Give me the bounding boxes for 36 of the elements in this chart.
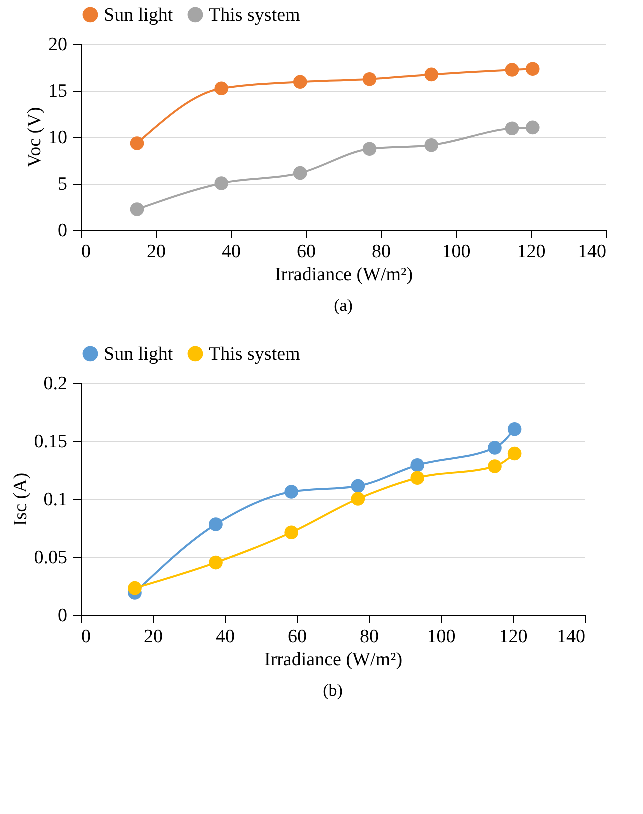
y-axis-title: Voc (V) <box>24 107 46 168</box>
legend-label: This system <box>209 344 301 365</box>
x-tick-label: 60 <box>297 242 316 262</box>
x-tick-label: 20 <box>147 242 166 262</box>
y-tick-label: 0.05 <box>34 548 68 568</box>
y-tick-label: 15 <box>48 81 68 102</box>
x-axis-title: Irradiance (W/m²) <box>274 264 414 286</box>
text: (a) <box>334 296 353 315</box>
y-tick-label: 10 <box>48 128 68 148</box>
x-tick-label: 40 <box>222 242 241 262</box>
y-axis-title: Isc (A) <box>10 472 32 526</box>
legend-label: Sun light <box>104 4 174 26</box>
x-tick-label: 0 <box>82 242 91 262</box>
x-tick-label: 20 <box>144 626 163 648</box>
x-tick-label: 80 <box>372 242 391 262</box>
x-tick-label: 80 <box>360 626 379 648</box>
legend-label: This system <box>209 4 301 26</box>
y-tick-label: 20 <box>48 34 68 56</box>
x-tick-label: 140 <box>557 626 586 648</box>
x-tick-label: 100 <box>427 626 456 648</box>
legend-label: Sun light <box>104 344 174 365</box>
x-tick-label: 60 <box>288 626 307 648</box>
x-tick-label: 120 <box>499 626 528 648</box>
x-tick-label: 40 <box>216 626 235 648</box>
y-tick-label: 0.1 <box>44 490 68 510</box>
x-tick-label: 140 <box>578 242 606 262</box>
x-tick-label: 100 <box>442 242 471 262</box>
x-axis-title: Irradiance (W/m²) <box>264 650 403 670</box>
x-tick-label: 120 <box>517 242 546 262</box>
y-tick-label: 0.2 <box>44 374 68 394</box>
y-tick-label: 0 <box>58 220 68 242</box>
x-tick-label: 0 <box>82 626 91 648</box>
y-tick-label: 0 <box>58 606 68 626</box>
y-tick-label: 0.15 <box>34 432 68 452</box>
y-tick-label: 5 <box>58 174 68 195</box>
text: (b) <box>323 681 343 700</box>
